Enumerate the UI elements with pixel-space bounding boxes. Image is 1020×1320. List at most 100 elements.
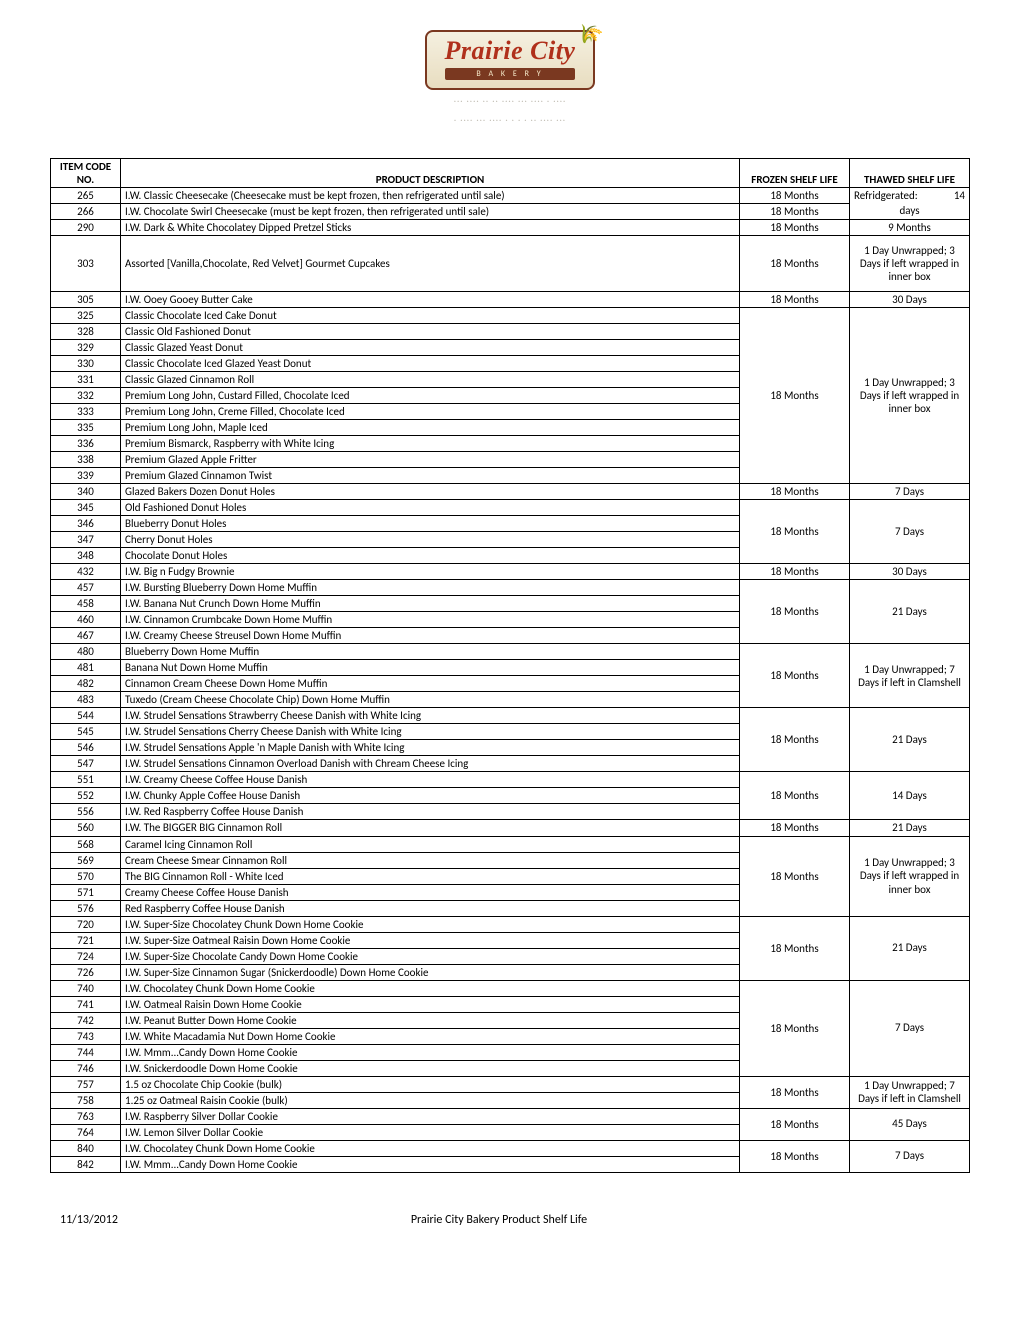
cell-code: 333 xyxy=(51,403,121,419)
cell-desc: Classic Chocolate Iced Cake Donut xyxy=(121,307,740,323)
cell-desc: I.W. Snickerdoodle Down Home Cookie xyxy=(121,1060,740,1076)
cell-desc: Cream Cheese Smear Cinnamon Roll xyxy=(121,852,740,868)
cell-thawed: 7 Days xyxy=(850,980,970,1076)
cell-code: 545 xyxy=(51,724,121,740)
header-item-code: ITEM CODE NO. xyxy=(51,158,121,187)
cell-code: 340 xyxy=(51,483,121,499)
cell-desc: I.W. Ooey Gooey Butter Cake xyxy=(121,291,740,307)
footer-title: Prairie City Bakery Product Shelf Life xyxy=(411,1213,587,1227)
table-row: 544I.W. Strudel Sensations Strawberry Ch… xyxy=(51,708,970,724)
cell-code: 570 xyxy=(51,868,121,884)
cell-thawed: 1 Day Unwrapped; 3 Days if left wrapped … xyxy=(850,307,970,483)
footer-spacer xyxy=(880,1213,960,1227)
cell-desc: I.W. Super-Size Cinnamon Sugar (Snickerd… xyxy=(121,964,740,980)
cell-code: 763 xyxy=(51,1108,121,1124)
cell-frozen: 18 Months xyxy=(740,980,850,1076)
cell-frozen: 18 Months xyxy=(740,836,850,916)
cell-code: 480 xyxy=(51,644,121,660)
cell-desc: I.W. Cinnamon Crumbcake Down Home Muffin xyxy=(121,612,740,628)
footer: 11/13/2012 Prairie City Bakery Product S… xyxy=(50,1213,970,1227)
logo-name: Prairie City xyxy=(445,36,576,66)
cell-desc: I.W. Chocolatey Chunk Down Home Cookie xyxy=(121,980,740,996)
cell-frozen: 18 Months xyxy=(740,187,850,203)
table-row: 457I.W. Bursting Blueberry Down Home Muf… xyxy=(51,580,970,596)
cell-desc: I.W. Classic Cheesecake (Cheesecake must… xyxy=(121,187,740,203)
cell-code: 746 xyxy=(51,1060,121,1076)
cell-code: 458 xyxy=(51,596,121,612)
cell-frozen: 18 Months xyxy=(740,564,850,580)
table-row: 560I.W. The BIGGER BIG Cinnamon Roll18 M… xyxy=(51,820,970,836)
cell-thawed: Refridgerated:14 xyxy=(850,187,970,203)
cell-desc: I.W. Raspberry Silver Dollar Cookie xyxy=(121,1108,740,1124)
cell-desc: I.W. Super-Size Oatmeal Raisin Down Home… xyxy=(121,932,740,948)
cell-code: 576 xyxy=(51,900,121,916)
cell-code: 840 xyxy=(51,1140,121,1156)
table-row: 290I.W. Dark & White Chocolatey Dipped P… xyxy=(51,219,970,235)
cell-frozen: 18 Months xyxy=(740,203,850,219)
cell-code: 332 xyxy=(51,387,121,403)
cell-desc: I.W. Mmm...Candy Down Home Cookie xyxy=(121,1156,740,1172)
cell-code: 348 xyxy=(51,548,121,564)
cell-desc: 1.5 oz Chocolate Chip Cookie (bulk) xyxy=(121,1076,740,1092)
table-row: 480Blueberry Down Home Muffin18 Months1 … xyxy=(51,644,970,660)
cell-desc: Glazed Bakers Dozen Donut Holes xyxy=(121,483,740,499)
cell-desc: Classic Old Fashioned Donut xyxy=(121,323,740,339)
footer-date: 11/13/2012 xyxy=(60,1213,118,1227)
cell-frozen: 18 Months xyxy=(740,580,850,644)
cell-code: 336 xyxy=(51,435,121,451)
cell-code: 740 xyxy=(51,980,121,996)
cell-desc: I.W. White Macadamia Nut Down Home Cooki… xyxy=(121,1028,740,1044)
cell-code: 482 xyxy=(51,676,121,692)
wheat-icon: 🌾 xyxy=(572,18,605,51)
cell-desc: The BIG Cinnamon Roll - White Iced xyxy=(121,868,740,884)
cell-desc: Creamy Cheese Coffee House Danish xyxy=(121,884,740,900)
cell-code: 432 xyxy=(51,564,121,580)
cell-thawed: 21 Days xyxy=(850,708,970,772)
cell-thawed: 1 Day Unwrapped; 3 Days if left wrapped … xyxy=(850,836,970,916)
cell-desc: Cherry Donut Holes xyxy=(121,532,740,548)
cell-desc: I.W. Strudel Sensations Cherry Cheese Da… xyxy=(121,724,740,740)
cell-thawed: 1 Day Unwrapped; 3 Days if left wrapped … xyxy=(850,235,970,291)
cell-desc: I.W. The BIGGER BIG Cinnamon Roll xyxy=(121,820,740,836)
cell-desc: I.W. Creamy Cheese Coffee House Danish xyxy=(121,772,740,788)
cell-code: 331 xyxy=(51,371,121,387)
cell-code: 560 xyxy=(51,820,121,836)
logo: 🌾 Prairie City B A K E R Y ··· ···· ·· ·… xyxy=(425,30,596,127)
cell-desc: Premium Bismarck, Raspberry with White I… xyxy=(121,435,740,451)
cell-desc: I.W. Strudel Sensations Cinnamon Overloa… xyxy=(121,756,740,772)
table-row: 325Classic Chocolate Iced Cake Donut18 M… xyxy=(51,307,970,323)
cell-code: 457 xyxy=(51,580,121,596)
cell-code: 743 xyxy=(51,1028,121,1044)
cell-desc: I.W. Bursting Blueberry Down Home Muffin xyxy=(121,580,740,596)
cell-frozen: 18 Months xyxy=(740,644,850,708)
logo-sub: B A K E R Y xyxy=(445,68,576,80)
table-body: 265I.W. Classic Cheesecake (Cheesecake m… xyxy=(51,187,970,1172)
cell-desc: Classic Chocolate Iced Glazed Yeast Donu… xyxy=(121,355,740,371)
cell-frozen: 18 Months xyxy=(740,772,850,820)
cell-frozen: 18 Months xyxy=(740,1076,850,1108)
cell-desc: Tuxedo (Cream Cheese Chocolate Chip) Dow… xyxy=(121,692,740,708)
cell-code: 547 xyxy=(51,756,121,772)
logo-tagline-1: ··· ···· ·· ·· ···· ··· ···· · ···· xyxy=(425,96,596,109)
table-row: 568Caramel Icing Cinnamon Roll18 Months1… xyxy=(51,836,970,852)
cell-frozen: 18 Months xyxy=(740,500,850,564)
cell-desc: Premium Long John, Custard Filled, Choco… xyxy=(121,387,740,403)
table-row: 840I.W. Chocolatey Chunk Down Home Cooki… xyxy=(51,1140,970,1156)
cell-code: 328 xyxy=(51,323,121,339)
cell-code: 551 xyxy=(51,772,121,788)
cell-frozen: 18 Months xyxy=(740,820,850,836)
cell-code: 758 xyxy=(51,1092,121,1108)
logo-section: 🌾 Prairie City B A K E R Y ··· ···· ·· ·… xyxy=(50,30,970,128)
cell-thawed: 30 Days xyxy=(850,291,970,307)
shelf-life-table: ITEM CODE NO. PRODUCT DESCRIPTION FROZEN… xyxy=(50,158,970,1173)
cell-thawed: days xyxy=(850,203,970,219)
cell-desc: I.W. Super-Size Chocolatey Chunk Down Ho… xyxy=(121,916,740,932)
header-code-l1: ITEM CODE xyxy=(55,160,116,173)
cell-code: 290 xyxy=(51,219,121,235)
cell-desc: Premium Long John, Maple Iced xyxy=(121,419,740,435)
cell-desc: Chocolate Donut Holes xyxy=(121,548,740,564)
cell-code: 720 xyxy=(51,916,121,932)
cell-desc: 1.25 oz Oatmeal Raisin Cookie (bulk) xyxy=(121,1092,740,1108)
cell-code: 347 xyxy=(51,532,121,548)
cell-frozen: 18 Months xyxy=(740,307,850,483)
